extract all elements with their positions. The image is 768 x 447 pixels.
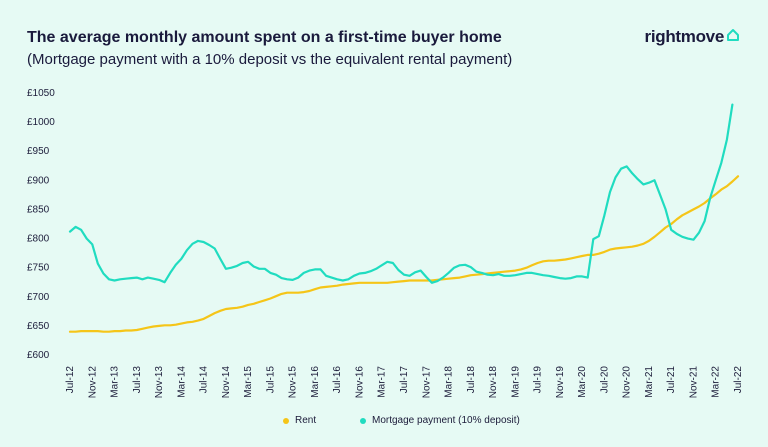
y-tick-label: £750 xyxy=(27,263,50,274)
x-tick-label: Jul-21 xyxy=(666,366,677,394)
mortgage-line xyxy=(68,103,734,284)
x-tick-label: Nov-17 xyxy=(421,366,432,399)
y-axis: £600 £650 £700 £750 £800 £850 £900 £950 £1000 £10… xyxy=(27,88,55,361)
legend-label-mortgage: Mortgage payment (10% deposit) xyxy=(372,415,520,426)
x-tick-label: Nov-20 xyxy=(622,366,633,399)
x-tick-label: Jul-13 xyxy=(132,366,143,394)
y-tick-label: £600 xyxy=(27,350,50,361)
y-tick-label: £850 xyxy=(27,204,50,215)
chart-title: The average monthly amount spent on a fi… xyxy=(27,29,502,46)
x-tick-label: Jul-18 xyxy=(466,366,477,394)
x-tick-label: Nov-14 xyxy=(221,366,232,399)
x-tick-label: Mar-22 xyxy=(711,366,722,398)
series-lines xyxy=(68,103,740,333)
x-tick-label: Mar-15 xyxy=(243,366,254,398)
x-tick-label: Mar-16 xyxy=(310,366,321,398)
x-tick-label: Mar-19 xyxy=(510,366,521,398)
x-tick-label: Jul-22 xyxy=(733,366,744,394)
legend-swatch-rent xyxy=(283,417,289,424)
x-tick-label: Nov-13 xyxy=(154,366,165,399)
legend-label-rent: Rent xyxy=(295,415,317,426)
x-tick-label: Jul-14 xyxy=(199,366,210,394)
x-tick-label: Mar-14 xyxy=(176,366,187,398)
rightmove-logo: rightmove xyxy=(645,27,740,47)
rent-line xyxy=(68,175,740,333)
x-tick-label: Jul-12 xyxy=(65,366,76,394)
chart-subtitle: (Mortgage payment with a 10% deposit vs … xyxy=(27,51,513,68)
x-axis: Jul-12 Nov-12 Mar-13 Jul-13 Nov-13 Mar-14 Jul-… xyxy=(65,366,744,399)
legend-swatch-mortgage xyxy=(360,417,366,424)
y-tick-label: £700 xyxy=(27,292,50,303)
x-tick-label: Jul-20 xyxy=(599,366,610,394)
x-tick-label: Nov-19 xyxy=(555,366,566,399)
x-tick-label: Jul-17 xyxy=(399,366,410,394)
y-tick-label: £1000 xyxy=(27,117,55,128)
x-tick-label: Nov-12 xyxy=(87,366,98,399)
x-tick-label: Mar-21 xyxy=(644,366,655,398)
x-tick-label: Mar-13 xyxy=(110,366,121,398)
x-tick-label: Jul-19 xyxy=(533,366,544,394)
y-tick-label: £1050 xyxy=(27,88,55,99)
x-tick-label: Nov-15 xyxy=(288,366,299,399)
x-tick-label: Mar-17 xyxy=(377,366,388,398)
y-tick-label: £800 xyxy=(27,234,50,245)
logo-text: rightmove xyxy=(644,27,725,46)
x-tick-label: Jul-16 xyxy=(332,366,343,394)
x-tick-label: Jul-15 xyxy=(265,366,276,394)
x-tick-label: Nov-18 xyxy=(488,366,499,399)
x-tick-label: Mar-20 xyxy=(577,366,588,398)
x-tick-label: Nov-21 xyxy=(688,366,699,399)
y-tick-label: £950 xyxy=(27,146,50,157)
house-icon xyxy=(726,28,740,47)
legend-item-mortgage: Mortgage payment (10% deposit) xyxy=(360,415,520,426)
legend-item-rent: Rent xyxy=(283,415,316,426)
x-tick-label: Nov-16 xyxy=(354,366,365,399)
y-tick-label: £650 xyxy=(27,321,50,332)
y-tick-label: £900 xyxy=(27,175,50,186)
x-tick-label: Mar-18 xyxy=(444,366,455,398)
